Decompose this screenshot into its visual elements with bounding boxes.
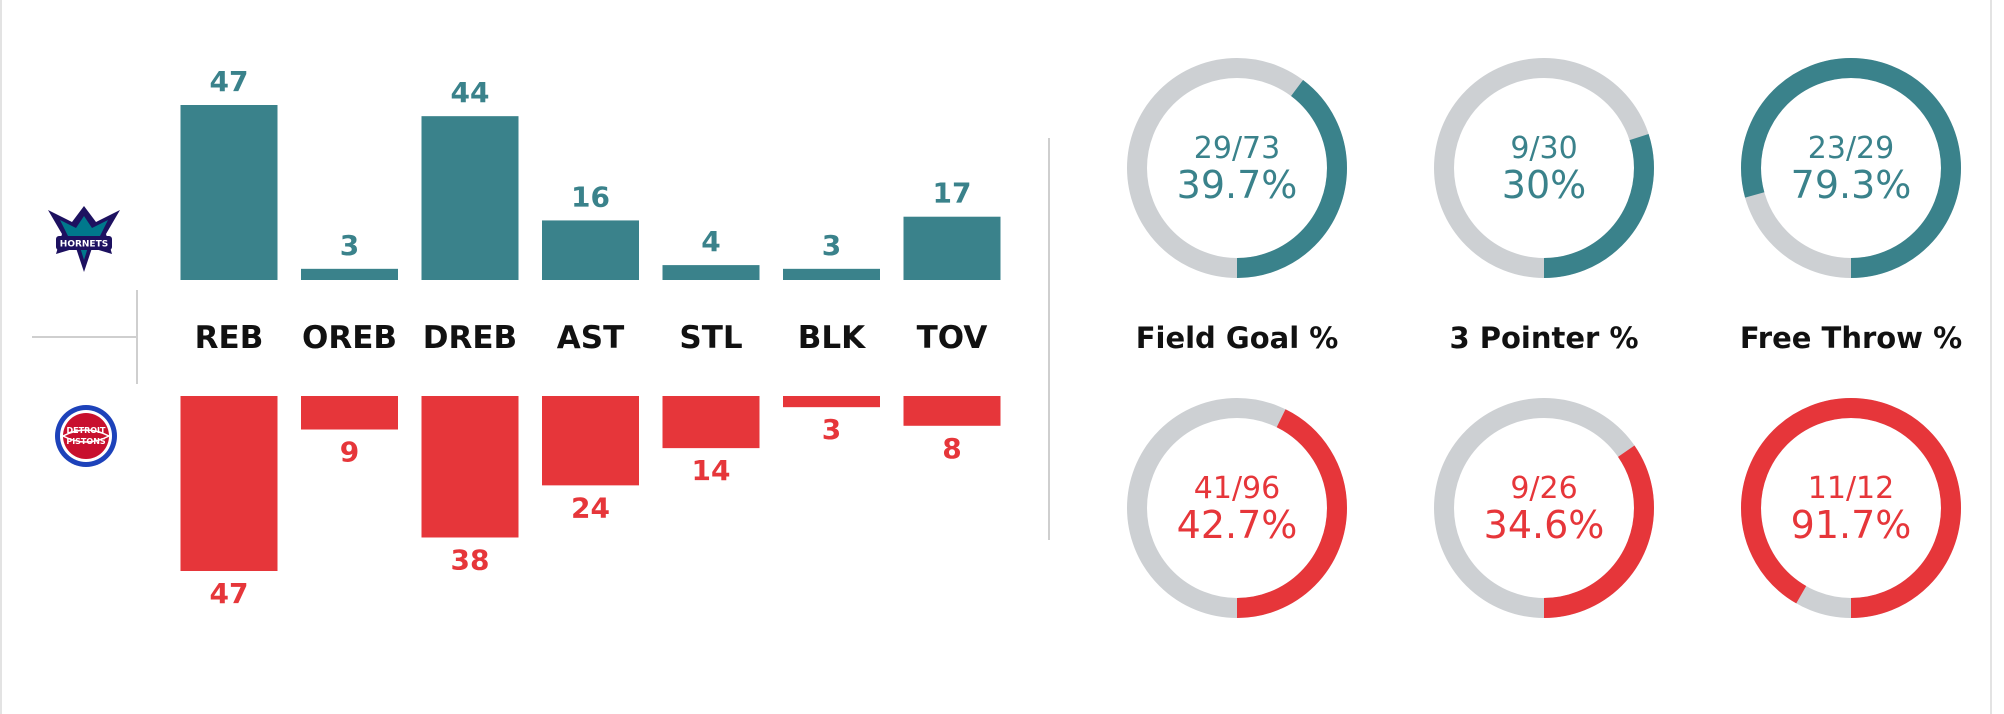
home-bar bbox=[421, 116, 519, 280]
home-gauge-fraction: 29/73 bbox=[1194, 131, 1280, 166]
pistons-logo-icon: DETROIT PISTONS bbox=[54, 404, 118, 468]
home-gauge-percent: 79.3% bbox=[1791, 163, 1912, 207]
away-bar bbox=[542, 396, 639, 486]
away-gauge-fraction: 9/26 bbox=[1510, 471, 1577, 506]
away-bar bbox=[180, 396, 278, 571]
home-bar-value: 3 bbox=[822, 229, 841, 262]
home-gauge-arc bbox=[1434, 58, 1654, 278]
away-bar-value: 8 bbox=[942, 432, 961, 465]
away-gauge-percent: 34.6% bbox=[1484, 503, 1605, 547]
away-gauge-arc bbox=[1127, 398, 1347, 618]
hornets-logo-icon: HORNETS bbox=[44, 200, 124, 278]
category-label: REB bbox=[195, 320, 264, 356]
home-bar bbox=[542, 220, 639, 280]
away-bar-value: 38 bbox=[451, 543, 490, 576]
away-gauge-percent: 91.7% bbox=[1791, 503, 1912, 547]
left-border bbox=[0, 0, 2, 714]
svg-text:HORNETS: HORNETS bbox=[60, 240, 108, 250]
home-bar-value: 4 bbox=[701, 225, 720, 258]
away-gauge-arc bbox=[1741, 398, 1961, 618]
home-bar bbox=[301, 268, 398, 280]
away-bar-value: 24 bbox=[571, 491, 610, 524]
away-gauge-arc bbox=[1434, 398, 1654, 618]
home-bar bbox=[180, 105, 278, 280]
home-gauge-percent: 30% bbox=[1502, 163, 1586, 207]
home-bar-value: 3 bbox=[340, 229, 359, 262]
home-gauge-percent: 39.7% bbox=[1177, 163, 1298, 207]
away-bar bbox=[783, 396, 880, 408]
svg-text:DETROIT: DETROIT bbox=[67, 426, 107, 435]
home-gauge-arc bbox=[1127, 58, 1347, 278]
away-gauge-fraction: 11/12 bbox=[1808, 471, 1894, 506]
away-gauge-fraction: 41/96 bbox=[1194, 471, 1280, 506]
category-label: TOV bbox=[917, 320, 988, 356]
away-bar bbox=[421, 396, 519, 538]
gauge-label: 3 Pointer % bbox=[1449, 321, 1638, 355]
away-bar-value: 3 bbox=[822, 413, 841, 446]
away-bar-value: 14 bbox=[692, 454, 731, 487]
right-border bbox=[1990, 0, 1992, 714]
away-gauge-percent: 42.7% bbox=[1177, 503, 1298, 547]
category-label: STL bbox=[679, 320, 742, 356]
away-bar-value: 9 bbox=[340, 436, 359, 469]
home-bar bbox=[903, 216, 1001, 280]
home-gauge-arc bbox=[1741, 58, 1961, 278]
away-bar bbox=[903, 396, 1001, 426]
category-label: BLK bbox=[798, 320, 866, 356]
category-label: DREB bbox=[423, 320, 517, 356]
home-bar-value: 44 bbox=[451, 76, 490, 109]
home-bar bbox=[783, 268, 880, 280]
svg-text:PISTONS: PISTONS bbox=[66, 437, 106, 446]
home-gauge-fraction: 23/29 bbox=[1808, 131, 1894, 166]
home-bar-value: 47 bbox=[210, 65, 249, 98]
category-label: OREB bbox=[302, 320, 397, 356]
gauge-label: Field Goal % bbox=[1136, 321, 1339, 355]
home-bar-value: 16 bbox=[571, 180, 610, 213]
home-gauge-fraction: 9/30 bbox=[1510, 131, 1577, 166]
home-bar-value: 17 bbox=[933, 177, 972, 210]
category-label: AST bbox=[557, 320, 624, 356]
home-bar bbox=[662, 265, 760, 280]
away-bar bbox=[662, 396, 760, 449]
away-bar-value: 47 bbox=[210, 577, 249, 610]
away-bar bbox=[301, 396, 398, 430]
gauge-label: Free Throw % bbox=[1740, 321, 1962, 355]
